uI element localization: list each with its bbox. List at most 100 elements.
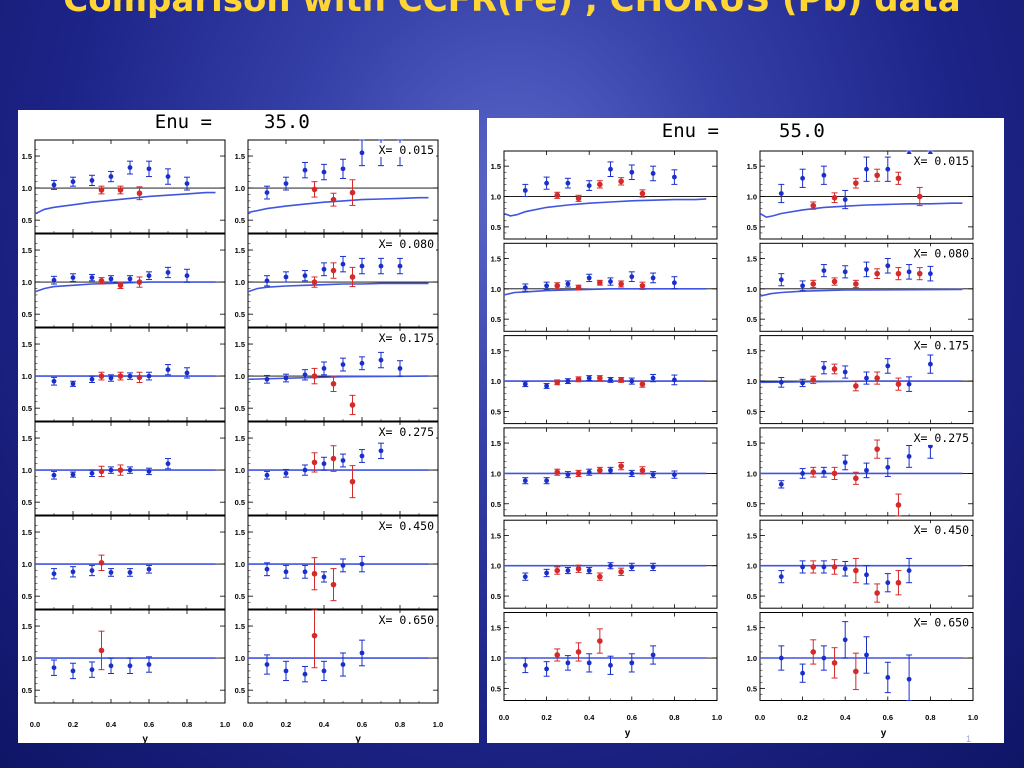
marker [522, 381, 528, 387]
ccfr-point [146, 564, 152, 574]
y-tick-label: 1.5 [491, 439, 501, 448]
y-tick-label: 1.5 [22, 152, 32, 161]
marker [98, 468, 105, 475]
chorus-point [554, 191, 561, 199]
panel-x-label: X= 0.015 [379, 143, 434, 157]
chorus-point [136, 186, 143, 201]
marker [89, 376, 95, 382]
marker [842, 566, 848, 572]
marker [565, 660, 571, 666]
ccfr-point [264, 470, 270, 480]
marker [397, 263, 403, 269]
panel-label-bg [905, 154, 971, 168]
marker [629, 274, 635, 280]
y-tick-label: 1.0 [747, 469, 757, 478]
ccfr-point [89, 469, 95, 478]
marker [565, 472, 571, 478]
marker [349, 478, 356, 485]
marker [89, 667, 95, 673]
marker [98, 187, 105, 193]
ccfr-point [359, 449, 365, 463]
y-tick-label: 1.5 [491, 254, 501, 263]
ccfr-point [302, 464, 308, 476]
y-tick-label: 0.5 [235, 310, 245, 319]
marker [127, 276, 133, 282]
x-tick-label: 0.4 [840, 713, 851, 722]
chorus-point [330, 568, 337, 602]
chorus-point [852, 177, 859, 189]
ccfr-point [108, 374, 114, 382]
marker [853, 475, 859, 482]
y-tick-label: 1.0 [22, 278, 32, 287]
marker [885, 166, 891, 172]
ccfr-point [321, 262, 327, 277]
marker [302, 467, 308, 473]
marker [264, 662, 270, 667]
marker [821, 365, 827, 371]
model-curve [759, 288, 963, 297]
marker [321, 461, 327, 467]
figure-enu-55: Enu = 55.0 0.5 1.0 1.5 0.5 1.0 1.5 X= 0.015 0.5 1.… [487, 118, 1004, 743]
marker [821, 268, 827, 274]
marker [906, 269, 912, 275]
x-tick-label: 0.4 [584, 713, 595, 722]
marker [89, 178, 95, 183]
panel-frame [759, 427, 974, 517]
chorus-point [831, 466, 838, 480]
ccfr-point [184, 268, 190, 283]
marker [895, 270, 902, 277]
ccfr-point [378, 351, 384, 369]
chorus-point [916, 186, 923, 207]
ccfr-point [778, 480, 785, 489]
ccfr-point [51, 659, 57, 676]
marker [885, 464, 891, 470]
panel-label-bg [905, 338, 971, 353]
marker [311, 279, 318, 285]
chorus-point [554, 468, 561, 476]
ccfr-point [70, 380, 76, 387]
ccfr-point [340, 652, 346, 677]
panel-x-label: X= 0.080 [914, 246, 969, 260]
marker [108, 663, 114, 669]
ccfr-point [283, 373, 289, 383]
model-curve [759, 202, 963, 219]
marker [586, 660, 592, 666]
y-tick-label: 0.5 [491, 407, 501, 416]
marker [906, 454, 912, 459]
panel: 0.5 1.0 1.5 [22, 233, 226, 328]
marker [800, 670, 805, 676]
chorus-point [117, 185, 124, 195]
marker [146, 566, 152, 572]
marker [831, 366, 838, 372]
ccfr-point [820, 645, 827, 671]
panel-label-bg [370, 425, 436, 439]
y-tick-label: 1.5 [747, 162, 757, 171]
ccfr-point [108, 466, 114, 474]
marker [778, 379, 784, 385]
y-tick-label: 0.5 [491, 684, 501, 693]
model-curve [503, 198, 707, 217]
marker [575, 376, 582, 383]
y-tick-label: 1.0 [747, 654, 757, 663]
ccfr-point [778, 645, 785, 671]
marker [146, 468, 152, 474]
marker [51, 277, 57, 283]
marker [108, 174, 114, 179]
marker [906, 381, 912, 387]
chorus-point [895, 377, 902, 391]
marker [565, 180, 571, 186]
ccfr-point [264, 654, 270, 675]
chorus-point [575, 194, 582, 202]
y-tick-label: 0.5 [491, 592, 501, 601]
ccfr-point [799, 378, 806, 388]
marker [359, 453, 365, 459]
marker [108, 467, 114, 473]
marker [586, 469, 592, 475]
ccfr-point [302, 665, 308, 683]
marker [864, 652, 869, 658]
marker [136, 279, 143, 285]
y-tick-label: 1.5 [747, 624, 757, 633]
marker [70, 179, 76, 185]
chorus-point [895, 493, 902, 517]
ccfr-point [799, 468, 806, 479]
